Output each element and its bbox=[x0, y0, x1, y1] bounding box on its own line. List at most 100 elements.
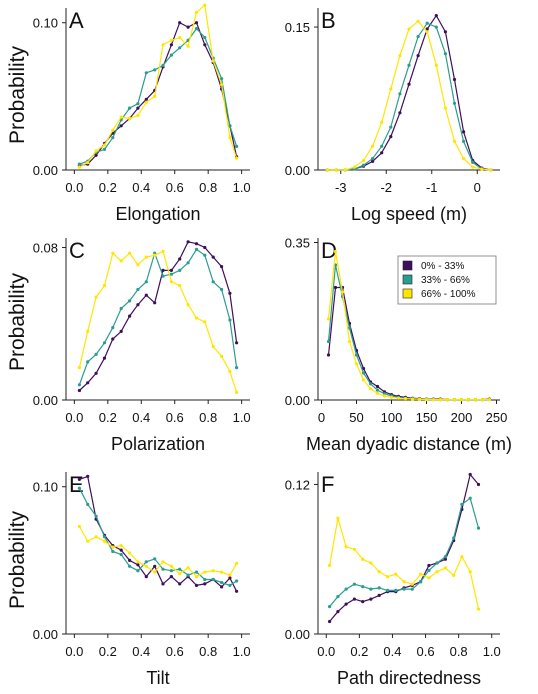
data-point bbox=[380, 120, 384, 124]
data-point bbox=[220, 585, 224, 589]
data-point bbox=[94, 352, 98, 356]
x-tick-label: 0.2 bbox=[99, 410, 117, 425]
y-tick-label: 0.12 bbox=[285, 477, 310, 492]
data-point bbox=[402, 587, 406, 591]
data-point bbox=[77, 388, 81, 393]
x-tick-label: 0.6 bbox=[166, 410, 184, 425]
data-point bbox=[178, 35, 182, 40]
data-point bbox=[77, 477, 81, 481]
data-point bbox=[211, 59, 215, 63]
data-point bbox=[228, 583, 232, 588]
data-point bbox=[416, 54, 420, 58]
panel-label: A bbox=[69, 8, 84, 33]
x-tick-label: 0.6 bbox=[166, 644, 184, 659]
data-point bbox=[128, 299, 132, 303]
series-line-1 bbox=[327, 22, 491, 171]
data-point bbox=[111, 326, 115, 330]
data-point bbox=[111, 545, 115, 549]
data-point bbox=[111, 337, 115, 341]
data-point bbox=[377, 586, 381, 590]
data-point bbox=[220, 83, 224, 87]
x-tick-label: 150 bbox=[416, 410, 438, 425]
data-point bbox=[94, 153, 98, 157]
data-point bbox=[220, 265, 224, 269]
data-point bbox=[361, 163, 366, 167]
x-tick-label: 1.0 bbox=[233, 410, 251, 425]
data-point bbox=[407, 82, 411, 86]
data-point bbox=[169, 38, 173, 43]
x-tick-label: -2 bbox=[380, 180, 392, 195]
data-point bbox=[333, 285, 338, 290]
data-point bbox=[211, 345, 215, 349]
data-point bbox=[352, 582, 356, 586]
data-point bbox=[102, 143, 107, 147]
data-point bbox=[410, 582, 414, 586]
series-line-1 bbox=[78, 248, 238, 386]
data-point bbox=[186, 566, 190, 570]
data-point bbox=[410, 587, 414, 591]
y-axis-label-row1: Probability bbox=[6, 45, 29, 144]
data-point bbox=[394, 588, 398, 593]
data-point bbox=[203, 3, 207, 7]
x-tick-label: 0.4 bbox=[132, 410, 150, 425]
x-tick-label: 0.0 bbox=[65, 180, 83, 195]
data-point bbox=[161, 582, 165, 586]
data-point bbox=[403, 397, 408, 401]
data-point bbox=[460, 555, 464, 559]
panel-f: 0.0 0.2 0.4 0.6 0.8 1.0 0.00 0.12 Path directedn… bbox=[285, 472, 501, 688]
data-point bbox=[343, 168, 347, 172]
x-tick-label: 0.8 bbox=[450, 644, 468, 659]
x-axis-label: Mean dyadic distance (m) bbox=[306, 434, 512, 454]
x-tick-label: 1.0 bbox=[233, 644, 251, 659]
data-point bbox=[94, 371, 98, 375]
legend: 0% - 33% 33% - 66% 66% - 100% bbox=[397, 255, 497, 305]
data-point bbox=[326, 353, 331, 357]
data-point bbox=[334, 168, 338, 172]
data-point bbox=[389, 135, 393, 139]
data-point bbox=[119, 548, 123, 552]
data-point bbox=[220, 354, 224, 358]
data-point bbox=[136, 287, 140, 292]
legend-swatch-2 bbox=[402, 288, 413, 299]
x-tick-label: -1 bbox=[426, 180, 438, 195]
data-point bbox=[111, 136, 115, 140]
data-point bbox=[476, 607, 481, 611]
data-point bbox=[333, 249, 338, 254]
data-point bbox=[328, 619, 332, 624]
data-point bbox=[220, 580, 224, 585]
data-point bbox=[211, 569, 215, 573]
data-point bbox=[468, 496, 472, 500]
data-point bbox=[136, 563, 140, 567]
x-axis-label: Log speed (m) bbox=[351, 204, 467, 224]
data-point bbox=[86, 502, 90, 506]
data-point bbox=[326, 339, 331, 344]
data-point bbox=[325, 168, 329, 172]
x-axis-label: Path directedness bbox=[337, 668, 481, 688]
data-point bbox=[396, 396, 401, 400]
data-point bbox=[398, 92, 402, 96]
data-point bbox=[328, 605, 332, 609]
data-point bbox=[336, 516, 340, 520]
y-tick-label: 0.10 bbox=[33, 16, 58, 31]
data-point bbox=[344, 545, 348, 549]
data-point bbox=[344, 602, 348, 606]
data-point bbox=[119, 306, 123, 311]
y-tick-label: 0.00 bbox=[33, 393, 58, 408]
y-tick-label: 0.00 bbox=[285, 393, 310, 408]
data-point bbox=[473, 398, 478, 402]
data-point bbox=[424, 398, 429, 402]
data-point bbox=[111, 128, 115, 132]
data-point bbox=[102, 147, 107, 151]
data-point bbox=[468, 570, 472, 574]
data-point bbox=[427, 576, 431, 580]
data-point bbox=[178, 268, 182, 272]
data-point bbox=[489, 168, 493, 172]
data-point bbox=[194, 21, 199, 25]
y-tick-label: 0.08 bbox=[33, 241, 58, 256]
data-point bbox=[371, 157, 375, 161]
data-point bbox=[340, 290, 345, 294]
data-point bbox=[136, 263, 140, 267]
data-point bbox=[111, 251, 115, 255]
data-point bbox=[410, 397, 415, 401]
data-point bbox=[369, 561, 373, 565]
